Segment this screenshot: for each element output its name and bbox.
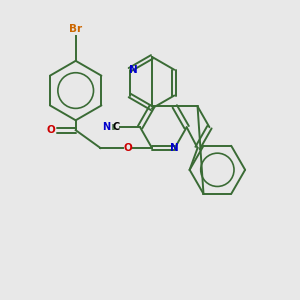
Text: N: N: [129, 65, 137, 75]
Text: O: O: [124, 143, 133, 153]
Text: Br: Br: [69, 24, 82, 34]
Text: C: C: [113, 122, 120, 132]
Text: N: N: [170, 143, 179, 153]
Text: O: O: [46, 125, 55, 135]
Text: N: N: [102, 122, 110, 132]
